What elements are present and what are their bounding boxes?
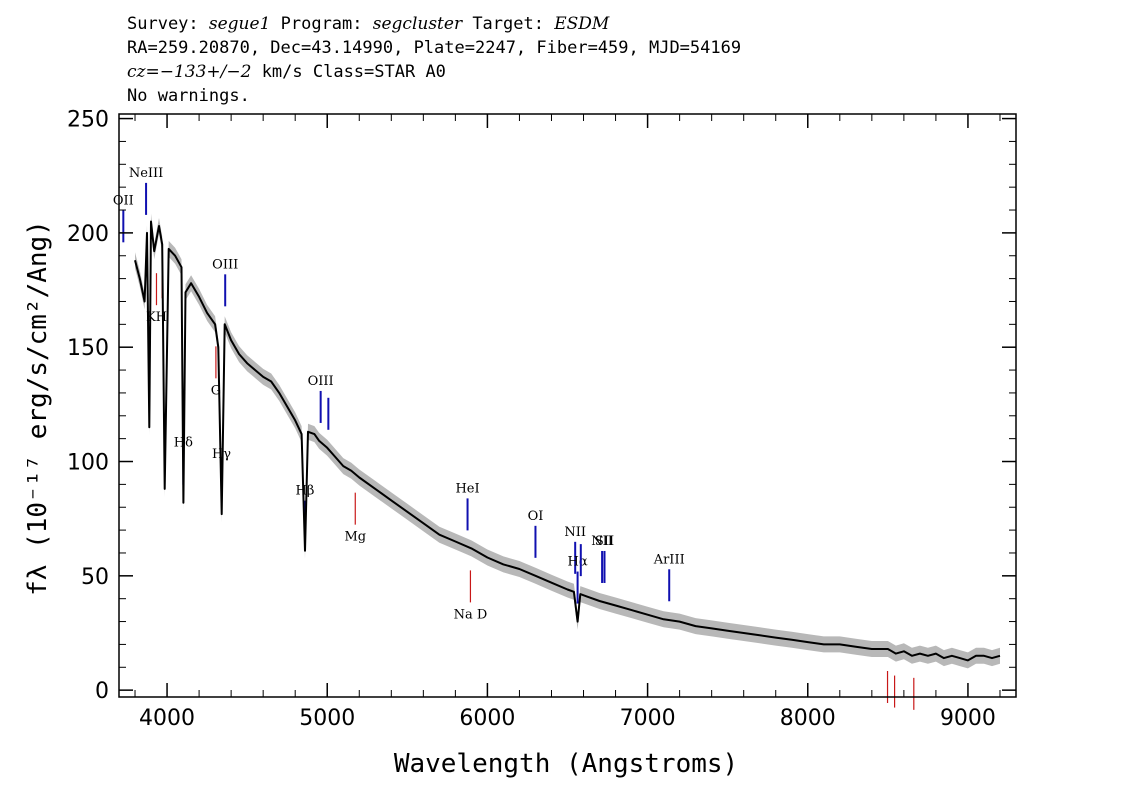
error-band <box>135 213 1000 669</box>
spectrum-layer <box>134 220 1001 662</box>
line-marker-label-18: G <box>211 383 221 398</box>
x-tick-label-3: 7000 <box>620 706 676 731</box>
class-value: km/s Class=STAR A0 <box>251 62 446 82</box>
line-marker-label-20: Na D <box>454 607 488 622</box>
target-label: Target: <box>462 14 555 34</box>
survey-label: Survey: <box>127 14 209 34</box>
program-value: segcluster <box>372 14 463 34</box>
y-tick-label-2: 100 <box>67 451 109 476</box>
line-marker-label-11: Hα <box>568 555 588 570</box>
y-tick-label-3: 150 <box>67 336 109 361</box>
line-marker-label-3: Hγ <box>212 447 231 462</box>
line-marker-label-14: SII <box>595 534 614 549</box>
line-marker-label-15: ArIII <box>653 552 685 567</box>
x-tick-label-2: 6000 <box>459 706 515 731</box>
spectrum-header: Survey: segue1 Program: segcluster Targe… <box>127 12 741 108</box>
line-marker-label-9: OI <box>528 509 544 524</box>
x-tick-label-4: 8000 <box>780 706 836 731</box>
line-marker-label-19: Mg <box>344 530 366 545</box>
line-marker-label-10: NII <box>564 525 586 540</box>
line-marker-label-13: NII <box>591 534 613 549</box>
line-marker-label-8: HeI <box>455 481 479 496</box>
header-line-redshift: cz=−133+/−2 km/s Class=STAR A0 <box>127 60 741 84</box>
line-marker-label-5: Hβ <box>296 484 315 499</box>
line-marker-label-6: OIII <box>308 374 334 389</box>
x-tick-label-1: 5000 <box>299 706 355 731</box>
redshift-value: cz=−133+/−2 <box>127 62 252 82</box>
y-tick-label-5: 250 <box>67 108 109 133</box>
survey-value: segue1 <box>208 14 271 34</box>
header-line-survey: Survey: segue1 Program: segcluster Targe… <box>127 12 741 36</box>
y-tick-label-1: 50 <box>81 565 109 590</box>
axis-layer: 4000 5000 6000 7000 8000 9000 0 50 100 150 200 250 <box>67 108 1017 731</box>
y-tick-label-0: 0 <box>95 679 109 704</box>
line-marker-label-1: NeIII <box>129 166 163 181</box>
x-tick-label-5: 9000 <box>940 706 996 731</box>
x-axis-title: Wavelength (Angstroms) <box>394 749 738 779</box>
error-band-layer <box>135 213 1000 669</box>
line-marker-label-4: OIII <box>212 257 238 272</box>
line-marker-layer: OIINeIIIHδHγOIIIHβOIIIHeIOINIIHαNIISIIAr… <box>113 166 915 710</box>
target-value: ESDM <box>554 14 610 34</box>
y-tick-label-4: 200 <box>67 222 109 247</box>
x-tick-label-0: 4000 <box>139 706 195 731</box>
program-label: Program: <box>270 14 373 34</box>
header-line-warnings: No warnings. <box>127 86 250 106</box>
spectrum-line <box>134 220 1001 662</box>
plot-frame <box>118 113 1017 698</box>
y-axis-title: fλ (10⁻¹⁷ erg/s/cm²/Ang) <box>23 220 53 596</box>
header-line-coordinates: RA=259.20870, Dec=43.14990, Plate=2247, … <box>127 38 742 58</box>
line-marker-label-0: OII <box>113 193 134 208</box>
